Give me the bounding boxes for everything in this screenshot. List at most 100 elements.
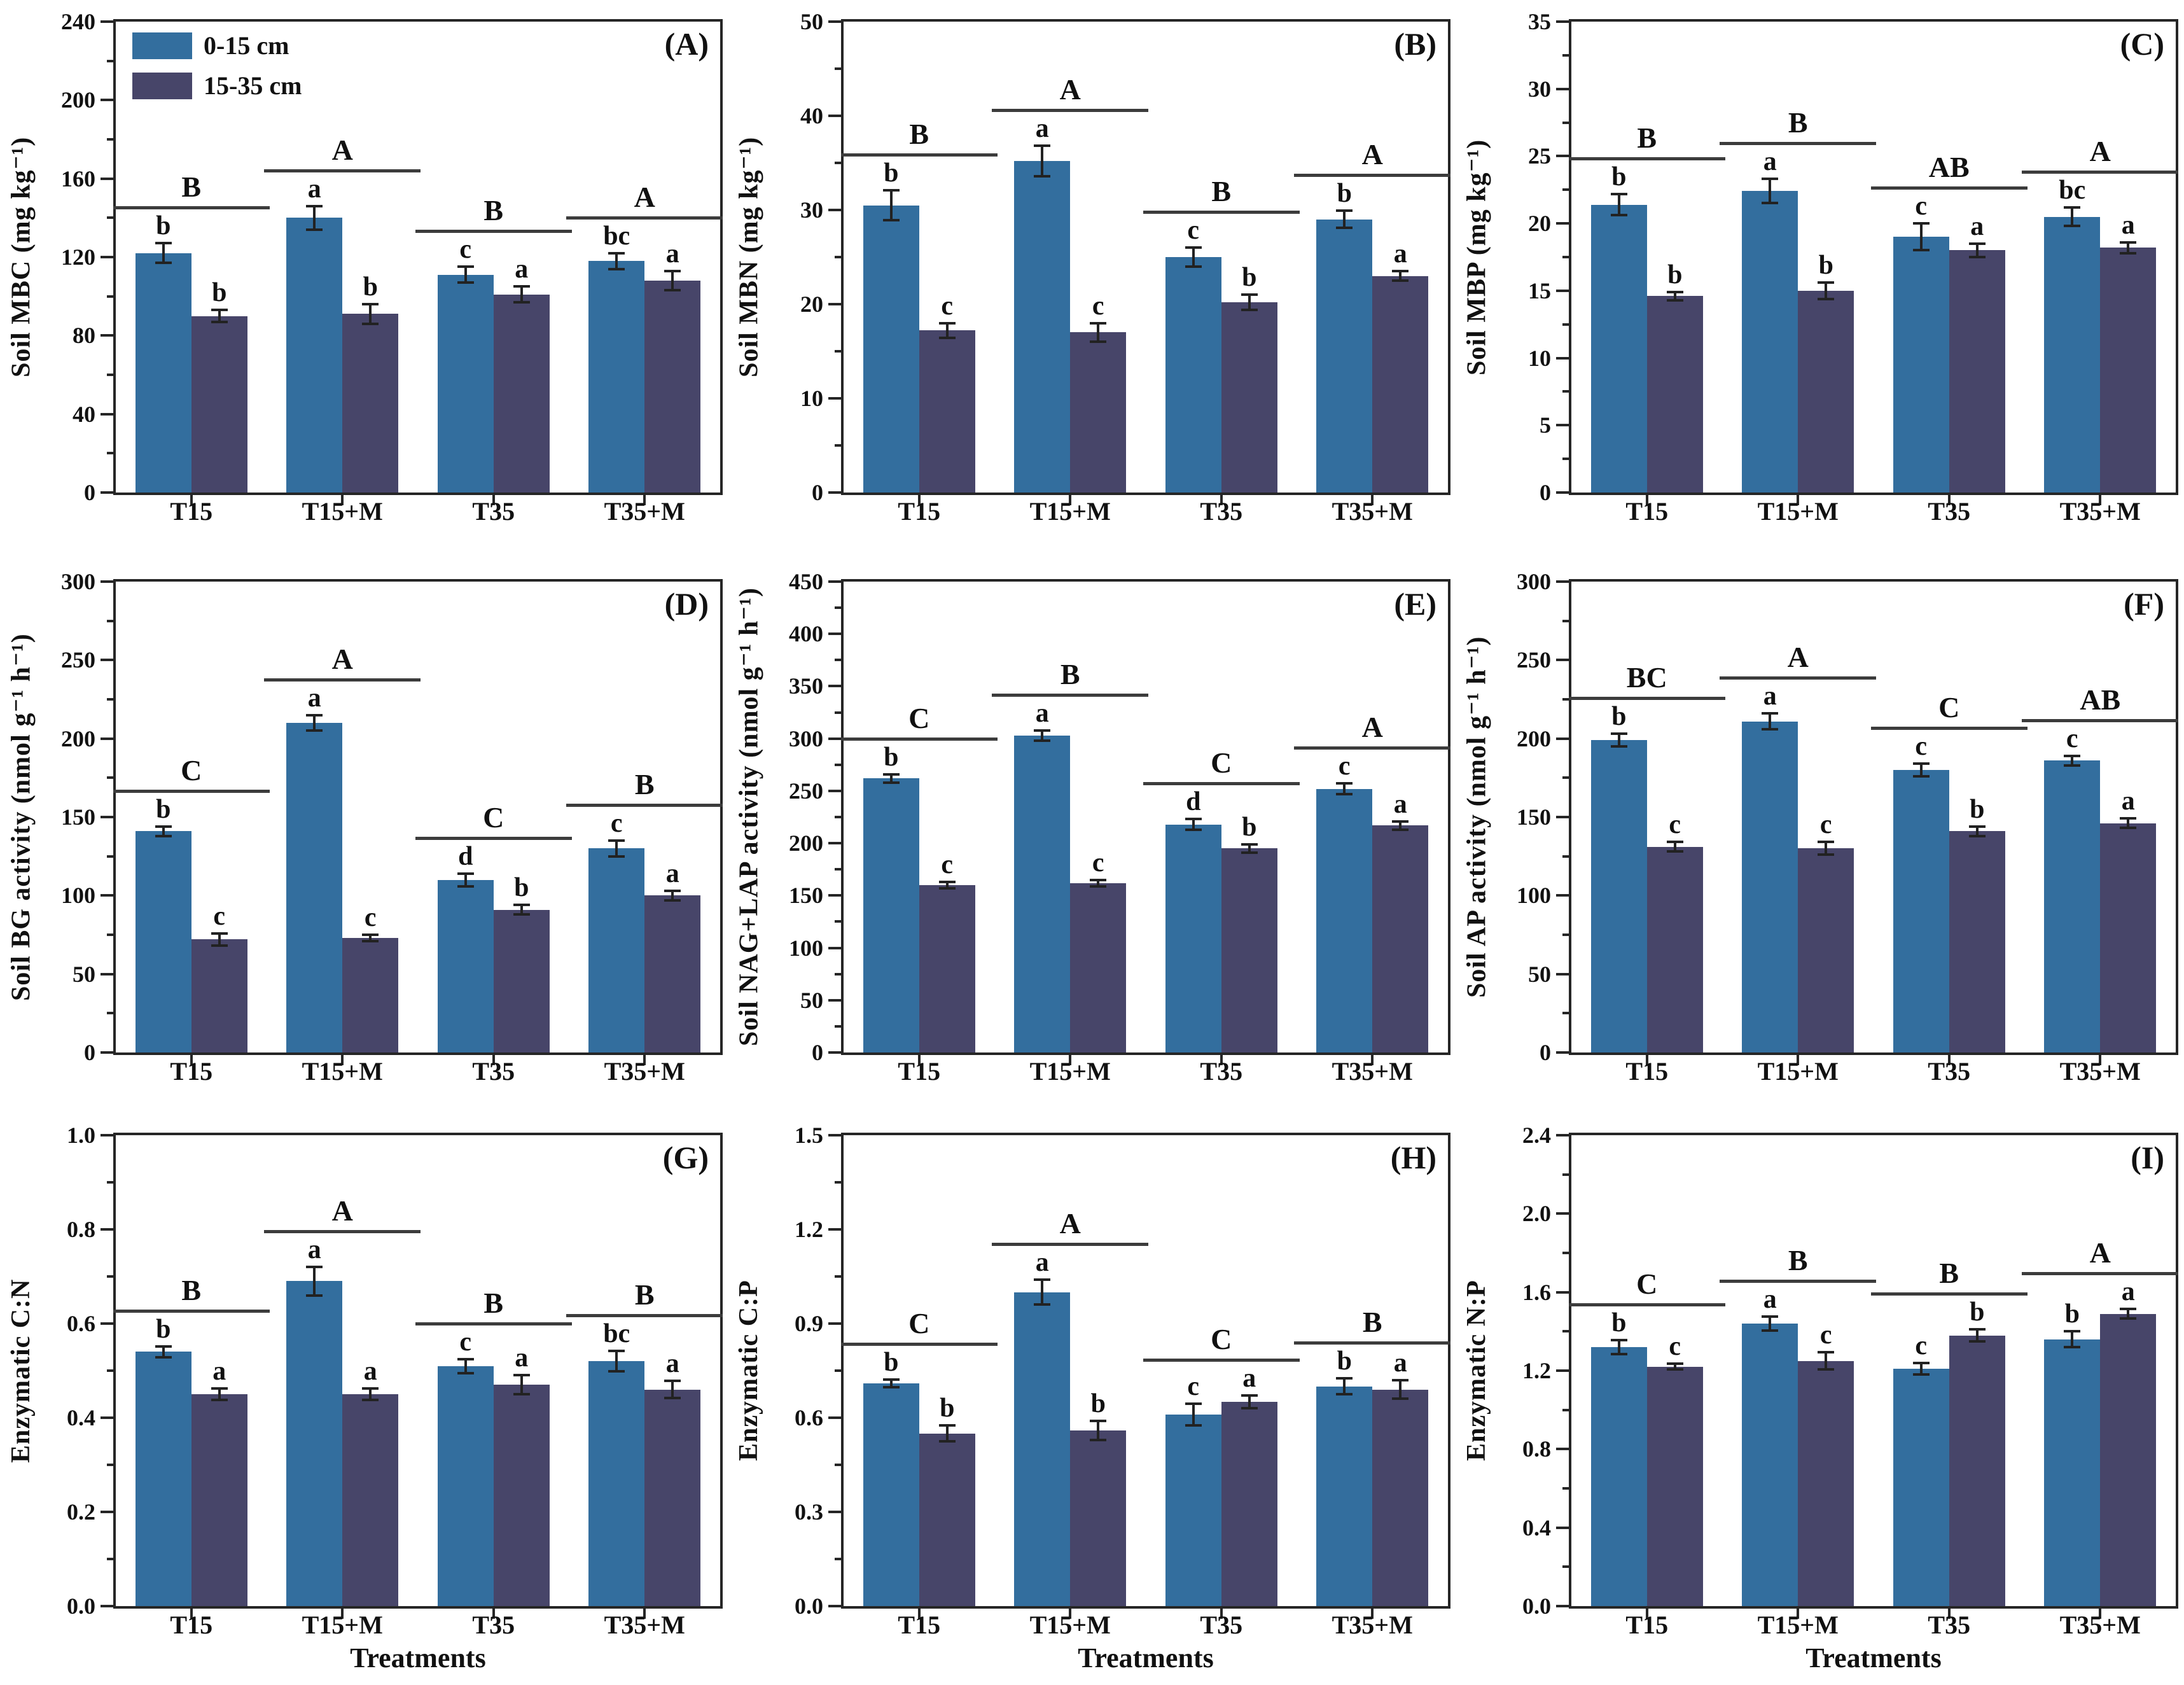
- x-axis-title-G: Treatments: [350, 1642, 486, 1674]
- bar-0-15-cm-T15: [863, 205, 919, 493]
- y-tick-label: 200: [789, 830, 823, 856]
- panel-tag-H: (H): [1390, 1140, 1436, 1175]
- y-tick-label: 300: [789, 725, 823, 752]
- y-tick-label: 0.0: [1522, 1593, 1551, 1619]
- sig-letter-15-35-cm-T15-M: c: [364, 903, 377, 932]
- y-minor-tick: [1562, 1173, 1569, 1176]
- error-cap-bottom: [457, 1371, 474, 1374]
- x-category-label-T15: T15: [170, 497, 213, 526]
- y-tick-label: 100: [789, 935, 823, 961]
- bar-15-35-cm-T15: [919, 330, 975, 493]
- y-tick-label: 200: [61, 725, 95, 752]
- y-minor-tick: [1562, 1330, 1569, 1333]
- error-cap-top: [882, 773, 900, 776]
- y-tick-label: 25: [1528, 143, 1551, 169]
- sig-letter-15-35-cm-T15: a: [212, 1357, 226, 1387]
- x-tick: [1371, 1055, 1374, 1065]
- x-category-label-T15: T15: [170, 1611, 213, 1639]
- group-sig-line-T15: [113, 206, 270, 210]
- y-minor-tick: [835, 711, 841, 714]
- error-bar-0-15-cm-T35: [464, 1359, 467, 1373]
- group-sig-line-T35: [415, 836, 572, 840]
- legend-item-0-15-cm: 0-15 cm: [132, 31, 302, 60]
- bar-0-15-cm-T35-M: [588, 1361, 645, 1606]
- y-tick-label: 150: [61, 804, 95, 830]
- x-tick: [1220, 1055, 1223, 1065]
- error-cap-top: [1090, 321, 1107, 325]
- error-cap-top: [1912, 1361, 1930, 1364]
- bar-15-35-cm-T15: [919, 1433, 975, 1606]
- sig-letter-0-15-cm-T15-M: a: [307, 174, 321, 204]
- group-sig-line-T15-M: [264, 678, 421, 682]
- error-bar-15-35-cm-T35-M: [1399, 821, 1402, 830]
- group-sig-line-T35: [1870, 1292, 2028, 1296]
- y-tick-label: 0.6: [795, 1405, 823, 1430]
- y-major-tick: [101, 894, 113, 897]
- y-tick-label: 0.3: [795, 1499, 823, 1525]
- error-bar-15-35-cm-T35-M: [2127, 242, 2130, 253]
- error-bar-0-15-cm-T15-M: [1041, 730, 1044, 741]
- y-tick-label: 0: [1540, 480, 1551, 505]
- error-cap-bottom: [882, 1385, 900, 1388]
- group-sig-letter-T35-M: B: [1362, 1306, 1382, 1339]
- x-category-label-T15-M: T15+M: [1757, 1611, 1839, 1639]
- error-cap-top: [1241, 842, 1258, 846]
- error-cap-top: [1090, 1419, 1107, 1422]
- group-sig-line-T15-M: [1720, 1280, 1877, 1283]
- error-cap-top: [457, 872, 474, 875]
- y-tick-label: 40: [800, 103, 823, 129]
- error-cap-top: [938, 1424, 956, 1427]
- sig-letter-15-35-cm-T35: b: [1242, 263, 1257, 293]
- x-tick: [492, 1609, 495, 1619]
- error-cap-bottom: [1666, 1368, 1683, 1371]
- y-major-tick: [101, 491, 113, 494]
- error-bar-0-15-cm-T15: [162, 1346, 165, 1358]
- sig-letter-15-35-cm-T15: c: [1669, 1332, 1681, 1362]
- y-tick-label: 0: [84, 480, 95, 505]
- error-cap-bottom: [2064, 1346, 2081, 1348]
- error-cap-bottom: [1090, 884, 1107, 888]
- error-cap-bottom: [1392, 828, 1409, 831]
- bar-15-35-cm-T35: [1221, 302, 1277, 493]
- error-bar-0-15-cm-T35-M: [615, 253, 618, 269]
- y-axis-title-G: Enzymatic C:N: [6, 1278, 36, 1463]
- y-major-tick: [828, 737, 841, 740]
- sig-letter-15-35-cm-T35-M: a: [1393, 789, 1407, 819]
- sig-letter-15-35-cm-T15: c: [1669, 810, 1681, 840]
- group-sig-letter-T35-M: A: [2089, 1236, 2111, 1269]
- y-tick-label: 0.2: [67, 1499, 95, 1525]
- error-cap-top: [1034, 729, 1051, 732]
- y-major-tick: [101, 412, 113, 416]
- plot-area-I: 0.0 0.4 0.8 1.2 1.6 2.0 2.4 T15 T15+M T35 T35+M b a c…: [1522, 1122, 2179, 1674]
- error-cap-bottom: [664, 1396, 681, 1399]
- y-major-tick: [101, 334, 113, 337]
- y-major-tick: [1556, 222, 1569, 225]
- y-major-tick: [828, 397, 841, 400]
- x-tick: [643, 1609, 646, 1619]
- error-cap-top: [306, 204, 323, 207]
- y-minor-tick: [1562, 323, 1569, 326]
- y-major-tick: [101, 972, 113, 975]
- x-category-label-T35-M: T35+M: [2059, 497, 2141, 526]
- error-cap-bottom: [2064, 225, 2081, 228]
- bar-0-15-cm-T15: [135, 831, 191, 1052]
- panel-tag-I: (I): [2131, 1140, 2164, 1175]
- x-tick: [1947, 1609, 1951, 1619]
- error-cap-bottom: [1818, 853, 1835, 856]
- error-bar-15-35-cm-T15-M: [369, 1388, 372, 1400]
- x-category-label-T35-M: T35+M: [1332, 1611, 1413, 1639]
- sig-letter-0-15-cm-T15: b: [1611, 162, 1627, 192]
- y-major-tick: [101, 816, 113, 818]
- error-bar-0-15-cm-T35-M: [1343, 783, 1346, 794]
- error-bar-15-35-cm-T15: [218, 310, 221, 322]
- y-tick-label: 250: [61, 647, 95, 673]
- sig-letter-15-35-cm-T35: b: [1242, 812, 1257, 842]
- x-category-label-T35-M: T35+M: [604, 1611, 685, 1639]
- bar-0-15-cm-T35-M: [588, 848, 645, 1052]
- error-cap-bottom: [1241, 1407, 1258, 1410]
- y-tick-label: 150: [789, 883, 823, 909]
- y-minor-tick: [1562, 390, 1569, 393]
- group-sig-letter-T35-M: AB: [2080, 683, 2121, 716]
- group-sig-letter-T15: C: [1636, 1268, 1658, 1301]
- y-major-tick: [828, 491, 841, 494]
